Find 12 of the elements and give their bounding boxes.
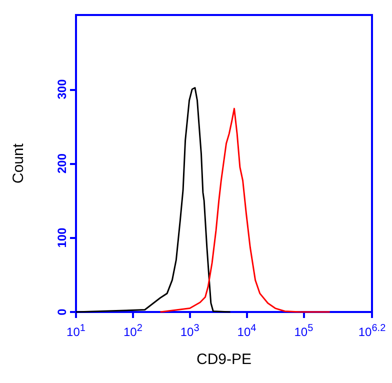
x-tick-label: 10$^{3}$	[180, 322, 200, 339]
x-tick-label: 10$^{5}$	[294, 322, 314, 339]
y-axis-title: Count	[10, 142, 27, 184]
x-tick-label: 10$^{2}$	[123, 322, 142, 339]
x-axis-title: CD9-PE	[196, 351, 252, 368]
y-tick-label: 100	[55, 227, 69, 248]
x-tick-label: 10$^{6.2}$	[358, 322, 386, 339]
y-tick-label: 200	[55, 153, 69, 174]
x-tick-label: 10$^{4}$	[237, 322, 256, 339]
x-tick-label: 10$^{1}$	[66, 322, 86, 339]
y-tick-label: 0	[55, 308, 69, 316]
y-tick-label: 300	[55, 78, 69, 100]
